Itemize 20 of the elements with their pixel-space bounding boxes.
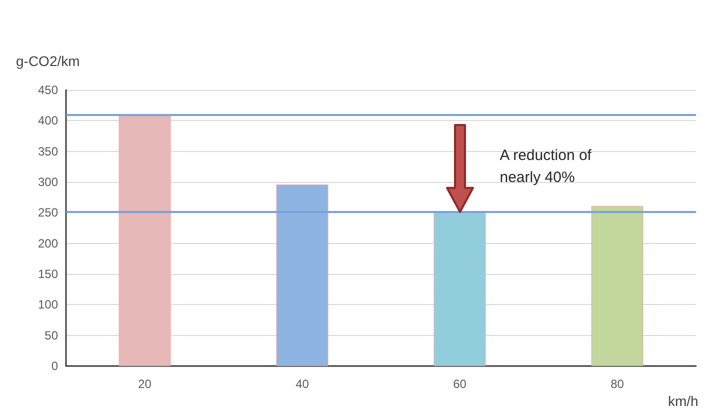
x-tick-label: 20: [138, 377, 152, 391]
y-tick-label: 200: [38, 236, 58, 250]
y-tick-label: 0: [51, 359, 58, 373]
y-tick-label: 50: [44, 328, 58, 342]
y-axis-title: g-CO2/km: [16, 53, 80, 69]
bar: [118, 114, 171, 366]
y-tick-label: 300: [38, 175, 58, 189]
annotation: A reduction of nearly 40%: [500, 146, 592, 188]
x-axis-title: km/h: [668, 393, 698, 408]
y-tick-label: 150: [38, 267, 58, 281]
y-tick-label: 100: [38, 298, 58, 312]
x-tick-label: 40: [296, 377, 310, 391]
y-tick-label: 400: [38, 114, 58, 128]
x-tick-label: 60: [453, 377, 467, 391]
y-tick-label: 250: [38, 206, 58, 220]
bar: [591, 206, 644, 366]
x-tick-label: 80: [610, 377, 624, 391]
y-tick-label: 350: [38, 144, 58, 158]
bar: [276, 184, 328, 366]
y-tick-label: 450: [38, 83, 58, 97]
